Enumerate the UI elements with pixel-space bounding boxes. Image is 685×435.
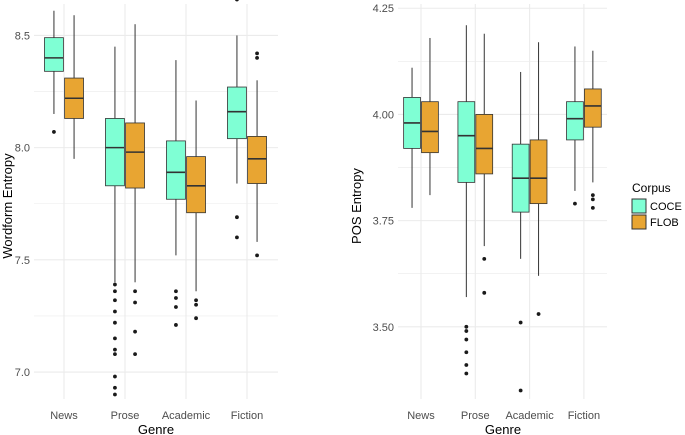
outlier-coce-prose[interactable]	[113, 298, 117, 303]
y-tick-label: 3.75	[373, 216, 394, 228]
outlier-coce-fiction[interactable]	[235, 0, 239, 2]
outlier-coce-prose[interactable]	[113, 282, 117, 287]
box-flob-news[interactable]	[421, 101, 439, 154]
box-coce-prose[interactable]	[105, 118, 125, 187]
outlier-coce-academic[interactable]	[518, 320, 523, 325]
outlier-coce-prose[interactable]	[464, 329, 469, 333]
x-tick-label: Fiction	[231, 410, 263, 422]
box-coce-academic[interactable]	[166, 140, 186, 200]
outlier-coce-prose[interactable]	[464, 350, 469, 355]
legend: Corpus COCE FLOB	[631, 181, 682, 230]
y-tick-label: 7.5	[15, 255, 30, 267]
wordform-entropy-chart: 7.0 7.5 8.0 8.5 News Prose Academic Fiction Genr…	[0, 0, 278, 435]
outlier-coce-news[interactable]	[52, 130, 56, 134]
y-axis-title: POS Entropy	[349, 168, 364, 244]
outlier-coce-fiction[interactable]	[235, 235, 239, 240]
outlier-flob-academic[interactable]	[194, 298, 198, 303]
y-tick-label: 8.0	[15, 143, 30, 155]
x-tick-label: Fiction	[568, 410, 600, 422]
box-flob-prose[interactable]	[475, 114, 494, 175]
outlier-coce-academic[interactable]	[518, 388, 523, 393]
outlier-coce-prose[interactable]	[464, 337, 469, 342]
box-coce-fiction[interactable]	[227, 86, 247, 140]
box-coce-fiction[interactable]	[566, 101, 584, 141]
outlier-coce-prose[interactable]	[113, 347, 117, 352]
x-axis-title: Genre	[138, 422, 174, 435]
outlier-coce-prose[interactable]	[464, 363, 469, 367]
outlier-coce-prose[interactable]	[113, 309, 117, 314]
legend-title: Corpus	[632, 181, 671, 195]
y-tick-label: 3.50	[373, 322, 394, 334]
outlier-coce-prose[interactable]	[113, 392, 117, 397]
x-tick-label: Prose	[111, 410, 140, 422]
x-tick-label: Academic	[505, 410, 554, 422]
box-flob-prose[interactable]	[125, 122, 145, 189]
outlier-flob-fiction[interactable]	[590, 197, 595, 202]
box-flob-fiction[interactable]	[247, 136, 267, 184]
outlier-flob-prose[interactable]	[133, 329, 137, 334]
outlier-coce-prose[interactable]	[113, 352, 117, 357]
outlier-coce-academic[interactable]	[174, 296, 178, 300]
y-tick-label: 7.0	[15, 367, 30, 379]
y-tick-label: 4.25	[373, 3, 394, 15]
outlier-flob-fiction[interactable]	[590, 205, 595, 210]
outlier-coce-academic[interactable]	[174, 305, 178, 309]
outlier-flob-fiction[interactable]	[255, 51, 259, 56]
box-flob-fiction[interactable]	[584, 88, 602, 128]
outlier-flob-fiction[interactable]	[255, 55, 259, 60]
outlier-coce-fiction[interactable]	[573, 201, 577, 206]
outlier-coce-prose[interactable]	[113, 385, 117, 390]
x-tick-label: Academic	[162, 410, 211, 422]
box-coce-news[interactable]	[44, 37, 64, 72]
x-tick-label: News	[407, 410, 435, 422]
outlier-flob-academic[interactable]	[194, 302, 198, 307]
pos-entropy-chart: 3.50 3.75 4.00 4.25 News Prose Academic Fiction…	[349, 3, 607, 435]
outlier-flob-prose[interactable]	[133, 289, 137, 294]
x-tick-label: Prose	[461, 410, 490, 422]
y-tick-label: 8.5	[15, 30, 30, 42]
outlier-flob-fiction[interactable]	[590, 193, 595, 198]
box-coce-prose[interactable]	[457, 101, 476, 183]
box-flob-academic[interactable]	[186, 156, 206, 214]
outlier-coce-prose[interactable]	[113, 320, 117, 325]
legend-key-flob[interactable]	[631, 214, 647, 230]
outlier-flob-academic[interactable]	[194, 316, 198, 321]
outlier-coce-prose[interactable]	[113, 374, 117, 379]
box-flob-academic[interactable]	[529, 139, 548, 205]
x-axis-title: Genre	[485, 422, 521, 435]
outlier-coce-academic[interactable]	[174, 289, 178, 294]
outlier-flob-prose[interactable]	[133, 300, 137, 305]
outlier-coce-fiction[interactable]	[235, 215, 239, 220]
x-tick-label: News	[50, 410, 78, 422]
outlier-flob-prose[interactable]	[482, 256, 487, 261]
outlier-flob-prose[interactable]	[133, 352, 137, 357]
outlier-coce-prose[interactable]	[464, 371, 469, 376]
y-tick-label: 4.00	[373, 109, 394, 121]
outlier-coce-academic[interactable]	[174, 323, 178, 327]
outlier-coce-prose[interactable]	[113, 289, 117, 294]
outlier-coce-prose[interactable]	[113, 336, 117, 341]
outlier-coce-prose[interactable]	[464, 324, 469, 329]
outlier-flob-academic[interactable]	[536, 312, 541, 316]
legend-label-flob: FLOB	[650, 217, 679, 229]
legend-key-coce[interactable]	[631, 198, 647, 214]
outlier-flob-prose[interactable]	[482, 290, 487, 295]
outlier-flob-fiction[interactable]	[255, 253, 259, 258]
y-axis-title: Wordform Entropy	[0, 153, 15, 259]
legend-label-coce: COCE	[650, 201, 682, 213]
